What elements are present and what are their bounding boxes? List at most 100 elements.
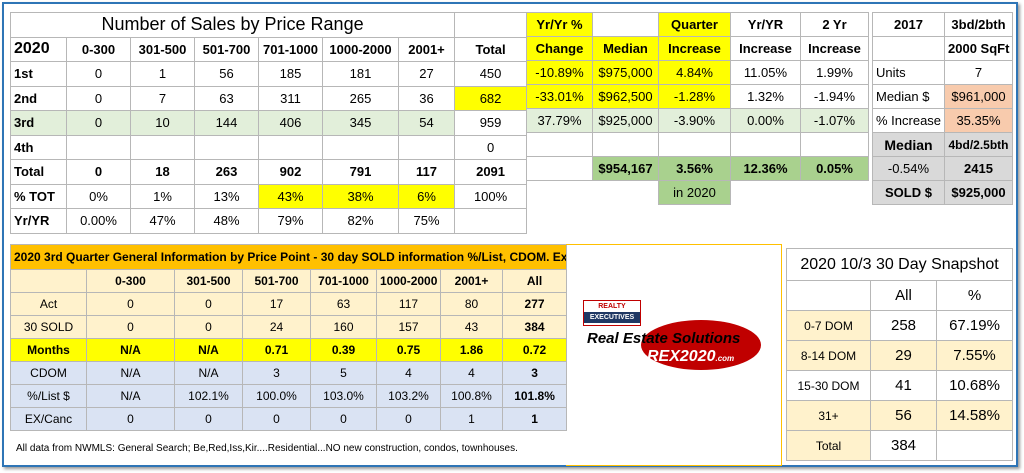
blank-cell bbox=[801, 181, 869, 205]
cell: 0 bbox=[174, 407, 243, 431]
logo-ellipse bbox=[641, 320, 761, 370]
cell: 38% bbox=[322, 183, 399, 209]
cell: 0% bbox=[66, 183, 131, 209]
median-label: Median $ bbox=[872, 84, 945, 109]
cell: 43 bbox=[440, 315, 503, 339]
cell: 1.86 bbox=[440, 338, 503, 362]
cell bbox=[194, 134, 259, 160]
row-total: 2091 bbox=[454, 159, 528, 185]
total-quarter: 3.56% bbox=[658, 156, 731, 181]
cell: $925,000 bbox=[592, 108, 659, 133]
row-label: Months bbox=[10, 338, 87, 362]
cell: 791 bbox=[322, 159, 399, 185]
table-row: %/List $ N/A 102.1% 100.0% 103.0% 103.2%… bbox=[10, 384, 568, 408]
cell: 157 bbox=[376, 315, 441, 339]
cell: 103.0% bbox=[310, 384, 377, 408]
table-row: % TOT 0% 1% 13% 43% 38% 6% 100% bbox=[10, 183, 528, 209]
table-row: Total 0 18 263 902 791 117 2091 bbox=[10, 159, 528, 185]
range-header: 301-500 bbox=[130, 36, 195, 62]
table-row: 1st 0 1 56 185 181 27 450 bbox=[10, 61, 528, 87]
cell: 1 bbox=[130, 61, 195, 87]
cell: 406 bbox=[258, 110, 323, 136]
table-row: 3rd 0 10 144 406 345 54 959 bbox=[10, 110, 528, 136]
cell: N/A bbox=[86, 338, 175, 362]
sold-value: $925,000 bbox=[944, 180, 1013, 205]
cell: 181 bbox=[322, 61, 399, 87]
range-header: 501-700 bbox=[194, 36, 259, 62]
logo-rex: REX2020.com bbox=[647, 348, 735, 365]
cell: 311 bbox=[258, 85, 323, 111]
cell: 3 bbox=[501, 361, 568, 385]
cell: 54 bbox=[397, 110, 456, 136]
cell: 0.00% bbox=[730, 108, 801, 133]
sqft-label: 2000 SqFt bbox=[944, 36, 1013, 61]
cell: 0 bbox=[174, 315, 243, 339]
data-source-note: All data from NWMLS: General Search; Be,… bbox=[16, 443, 518, 454]
cell: 48% bbox=[194, 208, 259, 234]
general-title: 2020 3rd Quarter General Information by … bbox=[9, 244, 568, 270]
cell: 82% bbox=[322, 208, 399, 234]
blank-cell bbox=[454, 12, 528, 38]
row-total: 959 bbox=[454, 110, 528, 136]
cell: 67.19% bbox=[935, 310, 1014, 341]
sqft-value: 2415 bbox=[944, 156, 1013, 181]
range-header: 1000-2000 bbox=[322, 36, 399, 62]
cell bbox=[258, 134, 323, 160]
cell: 37.79% bbox=[526, 108, 593, 133]
total-yr: 12.36% bbox=[730, 156, 801, 181]
col-header: 501-700 bbox=[242, 269, 311, 293]
cell: 17 bbox=[242, 292, 311, 316]
blank-cell bbox=[786, 280, 871, 311]
snapshot-table: 2020 10/3 30 Day Snapshot All % 0-7 DOM … bbox=[785, 248, 1014, 461]
cell: $975,000 bbox=[592, 60, 659, 85]
header-cell: Yr/YR bbox=[730, 12, 801, 37]
blank-cell bbox=[10, 269, 87, 293]
row-label: 15-30 DOM bbox=[786, 370, 871, 401]
cell: 100.0% bbox=[242, 384, 311, 408]
cell: 0.75 bbox=[376, 338, 441, 362]
cell: 1.32% bbox=[730, 84, 801, 109]
cell: 3 bbox=[242, 361, 311, 385]
table-row: Act 0 0 17 63 117 80 277 bbox=[10, 292, 568, 316]
row-label: 0-7 DOM bbox=[786, 310, 871, 341]
cell: 277 bbox=[501, 292, 568, 316]
blank-cell bbox=[800, 132, 869, 157]
table-row: 30 SOLD 0 0 24 160 157 43 384 bbox=[10, 315, 568, 339]
cell: N/A bbox=[86, 361, 175, 385]
cell: 384 bbox=[501, 315, 568, 339]
blank-cell bbox=[592, 132, 659, 157]
cell: 4.84% bbox=[658, 60, 731, 85]
row-total: 0 bbox=[454, 134, 528, 160]
cell: 80 bbox=[440, 292, 503, 316]
sales-table-title: Number of Sales by Price Range bbox=[9, 12, 456, 38]
window-frame bbox=[2, 2, 1018, 467]
col-header: 301-500 bbox=[174, 269, 243, 293]
cell: 56 bbox=[870, 400, 937, 431]
snapshot-title: 2020 10/3 30 Day Snapshot bbox=[785, 248, 1014, 281]
cell: 0.00% bbox=[66, 208, 131, 234]
blank-cell bbox=[526, 132, 593, 157]
cell: 27 bbox=[397, 61, 456, 87]
cell: $962,500 bbox=[592, 84, 659, 109]
blank-cell bbox=[730, 132, 801, 157]
row-label: 1st bbox=[10, 61, 67, 87]
table-row: -10.89% $975,000 4.84% 11.05% 1.99% bbox=[526, 60, 869, 85]
cell: 56 bbox=[194, 61, 259, 87]
cell: 103.2% bbox=[376, 384, 441, 408]
cell: 75% bbox=[397, 208, 456, 234]
cell: 24 bbox=[242, 315, 311, 339]
range-header: 701-1000 bbox=[258, 36, 323, 62]
total-value: 384 bbox=[870, 430, 937, 461]
header-cell: 2 Yr bbox=[800, 12, 869, 37]
cell: 5 bbox=[310, 361, 377, 385]
cell: 0 bbox=[86, 407, 175, 431]
header-cell: Yr/Yr % bbox=[526, 12, 593, 37]
cell: 100.8% bbox=[440, 384, 503, 408]
table-row: -33.01% $962,500 -1.28% 1.32% -1.94% bbox=[526, 84, 869, 109]
cell: 13% bbox=[194, 183, 259, 209]
cell: 0 bbox=[66, 61, 131, 87]
cell: 10 bbox=[130, 110, 195, 136]
table-row: 0-7 DOM 258 67.19% bbox=[786, 310, 1014, 341]
cell: 117 bbox=[397, 159, 456, 185]
cell: 0.72 bbox=[501, 338, 568, 362]
